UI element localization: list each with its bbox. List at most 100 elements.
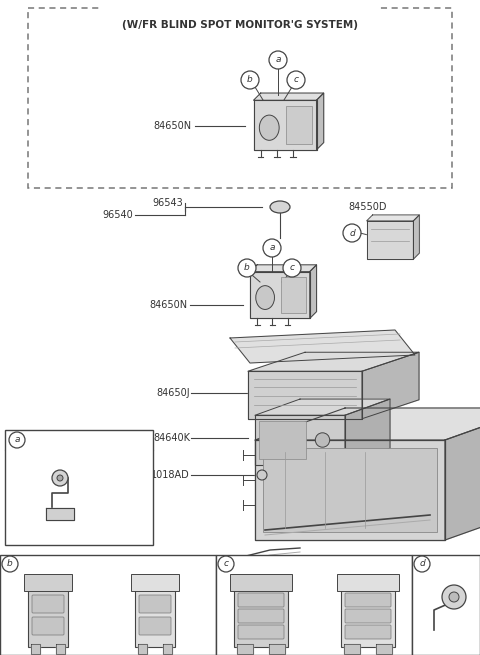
Text: 96543: 96543 (152, 198, 183, 208)
Polygon shape (250, 265, 316, 272)
Polygon shape (248, 371, 362, 419)
Text: 84550D: 84550D (348, 202, 386, 212)
FancyBboxPatch shape (5, 430, 153, 545)
Text: c: c (293, 75, 299, 84)
Polygon shape (56, 644, 65, 654)
Text: b: b (244, 263, 250, 272)
Text: a: a (269, 244, 275, 252)
Polygon shape (255, 399, 390, 415)
Circle shape (241, 71, 259, 89)
Polygon shape (376, 644, 392, 654)
FancyBboxPatch shape (263, 448, 437, 532)
Text: 84658N: 84658N (30, 435, 68, 445)
FancyBboxPatch shape (337, 574, 399, 591)
Text: b: b (7, 559, 13, 569)
Text: c: c (289, 263, 295, 272)
Text: 96540: 96540 (102, 210, 133, 220)
Text: 93315: 93315 (326, 576, 355, 586)
FancyBboxPatch shape (28, 8, 452, 188)
FancyBboxPatch shape (345, 625, 391, 639)
Polygon shape (255, 415, 345, 465)
Polygon shape (345, 399, 390, 465)
Text: a: a (14, 436, 20, 445)
Polygon shape (413, 215, 420, 259)
FancyBboxPatch shape (238, 593, 284, 607)
Circle shape (52, 470, 68, 486)
FancyBboxPatch shape (28, 587, 68, 647)
FancyBboxPatch shape (234, 587, 288, 647)
Circle shape (257, 470, 267, 480)
Polygon shape (253, 93, 324, 100)
FancyBboxPatch shape (139, 595, 171, 613)
Text: a: a (275, 56, 281, 64)
FancyBboxPatch shape (32, 595, 64, 613)
Text: 93315: 93315 (226, 576, 255, 586)
FancyBboxPatch shape (139, 617, 171, 635)
Polygon shape (316, 93, 324, 150)
Polygon shape (445, 408, 480, 540)
Polygon shape (367, 221, 413, 259)
Circle shape (414, 556, 430, 572)
Circle shape (238, 259, 256, 277)
Text: 95120: 95120 (434, 559, 463, 569)
FancyBboxPatch shape (32, 617, 64, 635)
Polygon shape (269, 644, 285, 654)
FancyBboxPatch shape (345, 593, 391, 607)
Polygon shape (253, 100, 316, 150)
FancyBboxPatch shape (281, 278, 306, 312)
FancyBboxPatch shape (259, 421, 306, 458)
Circle shape (57, 475, 63, 481)
Polygon shape (237, 644, 253, 654)
FancyBboxPatch shape (0, 555, 216, 655)
Text: 93310H: 93310H (128, 576, 164, 586)
Ellipse shape (256, 286, 275, 309)
FancyBboxPatch shape (341, 587, 395, 647)
Circle shape (218, 556, 234, 572)
FancyBboxPatch shape (412, 555, 480, 655)
Polygon shape (344, 644, 360, 654)
Ellipse shape (270, 201, 290, 213)
FancyBboxPatch shape (230, 574, 292, 591)
Polygon shape (310, 265, 316, 318)
FancyBboxPatch shape (238, 625, 284, 639)
Circle shape (343, 224, 361, 242)
Text: 93310H: 93310H (22, 576, 58, 586)
Polygon shape (250, 272, 310, 318)
Circle shape (442, 585, 466, 609)
Polygon shape (367, 215, 420, 221)
Polygon shape (46, 508, 74, 520)
Circle shape (287, 71, 305, 89)
Text: 84650N: 84650N (150, 300, 188, 310)
FancyBboxPatch shape (131, 574, 179, 591)
Text: c: c (224, 559, 228, 569)
Polygon shape (163, 644, 172, 654)
Text: d: d (349, 229, 355, 238)
Text: 84640K: 84640K (153, 433, 190, 443)
Text: 1018AD: 1018AD (151, 470, 190, 480)
FancyBboxPatch shape (345, 609, 391, 623)
Text: b: b (247, 75, 253, 84)
Circle shape (283, 259, 301, 277)
FancyBboxPatch shape (135, 587, 175, 647)
FancyBboxPatch shape (216, 555, 412, 655)
Text: (W/FR BLIND SPOT MONITOR'G SYSTEM): (W/FR BLIND SPOT MONITOR'G SYSTEM) (122, 20, 358, 30)
Polygon shape (138, 644, 147, 654)
Text: 84650N: 84650N (154, 121, 192, 131)
Circle shape (263, 239, 281, 257)
Polygon shape (248, 352, 419, 371)
Polygon shape (255, 408, 480, 440)
Circle shape (449, 592, 459, 602)
Circle shape (269, 51, 287, 69)
FancyBboxPatch shape (286, 107, 312, 143)
FancyBboxPatch shape (238, 609, 284, 623)
Circle shape (315, 433, 330, 447)
Polygon shape (31, 644, 40, 654)
Polygon shape (230, 330, 415, 363)
Text: d: d (419, 559, 425, 569)
Circle shape (9, 432, 25, 448)
Ellipse shape (259, 115, 279, 140)
FancyBboxPatch shape (24, 574, 72, 591)
Text: 84650J: 84650J (156, 388, 190, 398)
Polygon shape (362, 352, 419, 419)
Circle shape (2, 556, 18, 572)
